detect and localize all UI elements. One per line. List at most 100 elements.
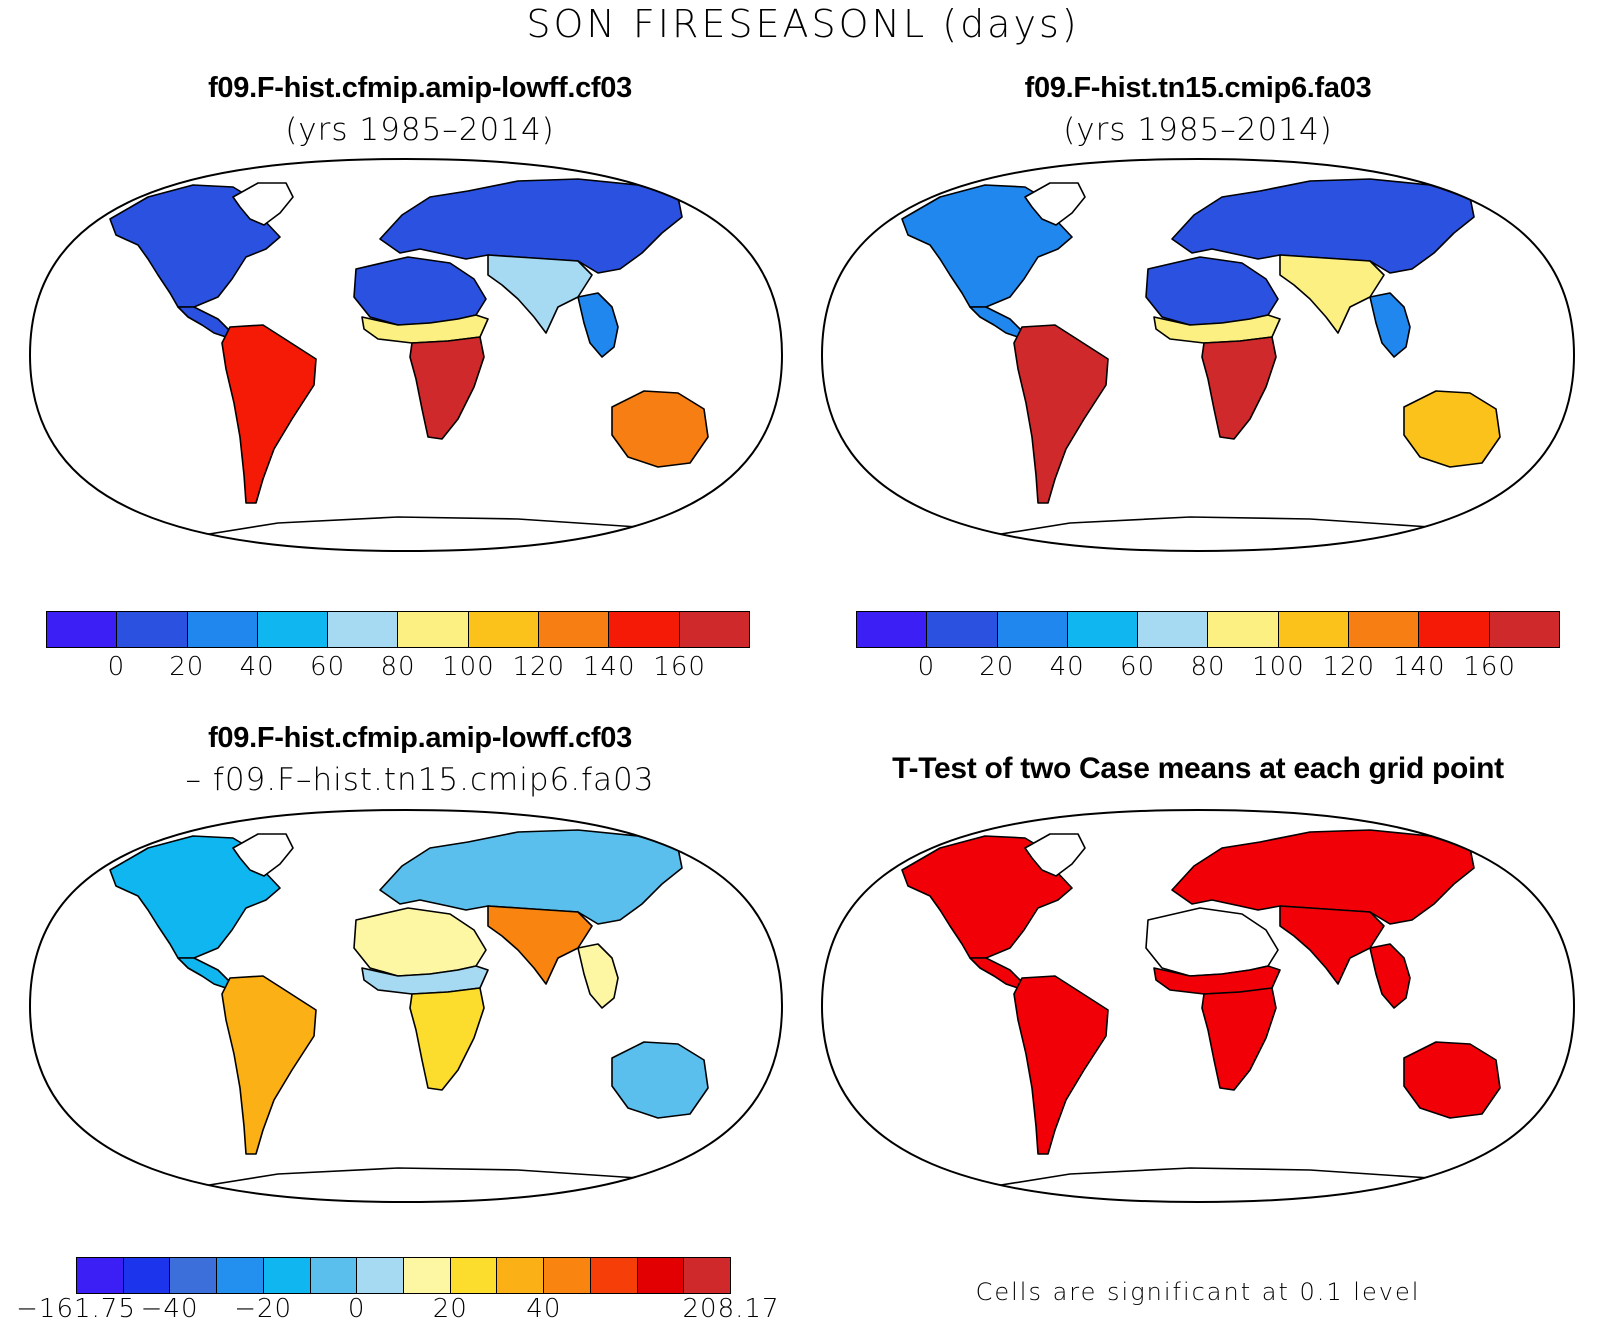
region-south-asia	[487, 254, 593, 334]
region-greenland	[232, 833, 294, 877]
panel-1-subtitle: (yrs 1985–2014)	[285, 112, 555, 148]
region-africa-south	[409, 987, 485, 1091]
panel-2-title: f09.F-hist.tn15.cmip6.fa03	[1024, 72, 1372, 104]
panel-3-map	[28, 808, 784, 1204]
region-africa-south	[409, 336, 485, 440]
panel-4-title: T-Test of two Case means at each grid po…	[892, 752, 1504, 785]
colorbar-tick-label: 208.17	[682, 1294, 780, 1324]
colorbar-tick-label: 120	[512, 652, 566, 682]
region-eurasia	[1171, 829, 1475, 925]
colorbar-tick-label: 60	[310, 652, 346, 682]
panel-2-colorbar	[856, 611, 1560, 648]
colorbar-swatch	[1208, 612, 1279, 647]
colorbar-tick-label: 0	[347, 1294, 366, 1324]
map-border	[28, 808, 784, 1204]
region-south-america	[221, 975, 317, 1155]
region-greenland	[1024, 182, 1086, 226]
colorbar-swatch	[357, 1258, 405, 1293]
panel-3-title: f09.F-hist.cfmip.amip-lowff.cf03	[208, 722, 632, 754]
panel-1-colorbar-ticks: 0 20 40 60 80 100 120 140 160	[46, 652, 750, 686]
colorbar-tick-label: 100	[1252, 652, 1305, 682]
map-border	[820, 157, 1576, 553]
panel-4-map	[820, 808, 1576, 1204]
colorbar-tick-label: 80	[380, 652, 416, 682]
colorbar-swatch	[1419, 612, 1490, 647]
colorbar-swatch	[263, 1258, 311, 1293]
panel-2-subtitle: (yrs 1985–2014)	[1063, 112, 1333, 148]
colorbar-swatch	[450, 1258, 498, 1293]
colorbar-swatch	[539, 612, 610, 647]
colorbar-swatch	[1067, 612, 1139, 647]
colorbar-swatch	[637, 1258, 685, 1293]
colorbar-tick-label: 160	[653, 652, 706, 682]
colorbar-swatch	[1489, 612, 1559, 647]
map-border	[820, 808, 1576, 1204]
colorbar-tick-label: −40	[140, 1294, 199, 1324]
panel-3-colorbar-ticks: −161.75 −40 −20 0 20 40 208.17	[16, 1294, 778, 1328]
colorbar-tick-label: 60	[1120, 652, 1156, 682]
colorbar-tick-label: 20	[432, 1294, 468, 1324]
region-africa-south	[1201, 336, 1277, 440]
colorbar-swatch	[857, 612, 928, 647]
panel-2-map	[820, 157, 1576, 553]
colorbar-tick-label: 40	[526, 1294, 562, 1324]
colorbar-tick-label: −161.75	[16, 1294, 136, 1324]
region-south-asia	[1279, 254, 1385, 334]
colorbar-swatch	[590, 1258, 638, 1293]
colorbar-swatch	[47, 612, 118, 647]
colorbar-tick-label: 100	[442, 652, 495, 682]
colorbar-swatch	[257, 612, 329, 647]
colorbar-swatch	[679, 612, 749, 647]
colorbar-tick-label: 20	[169, 652, 205, 682]
region-sahel	[361, 965, 489, 995]
colorbar-tick-label: 20	[979, 652, 1015, 682]
region-australia	[1403, 390, 1501, 468]
region-africa-south	[1201, 987, 1277, 1091]
region-eurasia	[379, 178, 683, 274]
map-border	[28, 157, 784, 553]
region-australia	[611, 1041, 709, 1119]
region-north-america	[109, 184, 281, 308]
colorbar-swatch	[123, 1258, 171, 1293]
region-north-america	[901, 835, 1073, 959]
colorbar-swatch	[404, 1258, 451, 1293]
region-south-asia	[1279, 905, 1385, 985]
panel-1-title: f09.F-hist.cfmip.amip-lowff.cf03	[208, 72, 632, 104]
region-south-america	[1013, 975, 1109, 1155]
colorbar-tick-label: 120	[1322, 652, 1376, 682]
colorbar-swatch	[117, 612, 188, 647]
panel-2-colorbar-ticks: 0 20 40 60 80 100 120 140 160	[856, 652, 1560, 686]
colorbar-swatch	[1278, 612, 1350, 647]
panel-3-subtitle: – f09.F–hist.tn15.cmip6.fa03	[185, 762, 655, 798]
panel-1-map	[28, 157, 784, 553]
region-north-america	[109, 835, 281, 959]
colorbar-swatch	[310, 1258, 358, 1293]
colorbar-swatch	[684, 1258, 731, 1293]
region-australia	[1403, 1041, 1501, 1119]
colorbar-swatch	[497, 1258, 545, 1293]
colorbar-swatch	[609, 612, 680, 647]
region-se-asia	[577, 943, 619, 1009]
region-se-asia	[577, 292, 619, 358]
panel-1-colorbar	[46, 611, 750, 648]
significance-note: Cells are significant at 0.1 level	[975, 1278, 1421, 1306]
colorbar-swatch	[328, 612, 399, 647]
colorbar-tick-label: 40	[239, 652, 275, 682]
colorbar-tick-label: −20	[234, 1294, 293, 1324]
region-sahel	[1153, 965, 1281, 995]
colorbar-swatch	[170, 1258, 218, 1293]
region-eurasia	[1171, 178, 1475, 274]
region-south-america	[221, 324, 317, 504]
colorbar-tick-label: 80	[1190, 652, 1226, 682]
region-greenland	[1024, 833, 1086, 877]
colorbar-tick-label: 0	[917, 652, 936, 682]
panel-3-colorbar	[76, 1257, 731, 1294]
colorbar-swatch	[927, 612, 998, 647]
colorbar-swatch	[1349, 612, 1420, 647]
colorbar-tick-label: 140	[1392, 652, 1446, 682]
region-australia	[611, 390, 709, 468]
colorbar-tick-label: 140	[582, 652, 636, 682]
colorbar-swatch	[77, 1258, 124, 1293]
colorbar-tick-label: 160	[1463, 652, 1516, 682]
colorbar-swatch	[187, 612, 258, 647]
